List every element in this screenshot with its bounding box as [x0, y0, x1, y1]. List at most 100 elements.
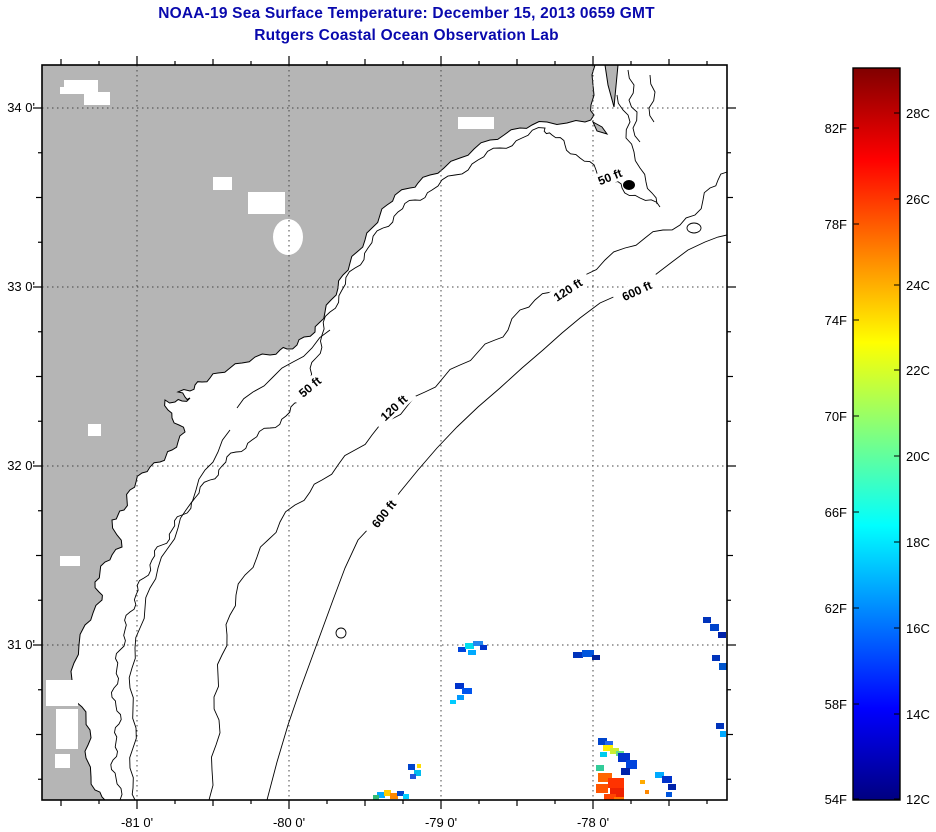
- sst-data-patch: [621, 768, 630, 775]
- sst-data-patch: [608, 778, 624, 788]
- colorbar-label-celsius: 20C: [906, 449, 930, 464]
- colorbar-label-celsius: 16C: [906, 621, 930, 636]
- sst-data-patch: [603, 745, 613, 751]
- sst-data-patch: [610, 748, 619, 754]
- coastal-detail: [236, 329, 331, 409]
- colorbar-label-celsius: 12C: [906, 792, 930, 807]
- colorbar-label-fahrenheit: 54F: [825, 792, 847, 807]
- sst-data-patch: [618, 753, 630, 762]
- frying-pan-shoals: [616, 94, 658, 205]
- sst-data-patch: [582, 650, 594, 657]
- sst-data-patch: [377, 792, 385, 798]
- land-cloud-patch: [84, 92, 110, 105]
- sst-data-patch: [384, 790, 391, 796]
- depth-contour-120ft: [208, 171, 727, 800]
- sst-data-patch: [414, 770, 421, 776]
- sst-data-patch: [468, 650, 476, 655]
- colorbar-label-fahrenheit: 62F: [825, 601, 847, 616]
- sst-data-patch: [610, 788, 624, 797]
- colorbar-label-fahrenheit: 82F: [825, 121, 847, 136]
- sst-data-patch: [668, 784, 676, 790]
- river-mouth-spit: [591, 120, 609, 135]
- x-axis-label: -79 0': [425, 815, 457, 830]
- x-axis-label: -78 0': [577, 815, 609, 830]
- sst-data-patch: [712, 655, 720, 661]
- sst-data-patch: [598, 773, 612, 782]
- land-cloud-patch: [64, 80, 98, 94]
- sst-data-patch: [408, 764, 415, 770]
- sst-data-patch: [598, 738, 607, 745]
- closed-contour-loop: [686, 222, 702, 234]
- land-cloud-patch: [273, 219, 303, 255]
- sst-data-patch: [458, 647, 466, 652]
- land-cloud-patch: [248, 192, 285, 214]
- coastal-detail: [128, 429, 231, 800]
- sst-data-patch: [719, 663, 727, 670]
- sst-data-patch: [455, 683, 464, 689]
- sst-data-patch: [718, 632, 726, 638]
- sst-data-patch: [457, 695, 464, 700]
- sst-data-patch: [716, 723, 724, 729]
- land-cloud-patch: [56, 709, 78, 749]
- sst-data-patch: [703, 617, 711, 623]
- colorbar-label-fahrenheit: 78F: [825, 217, 847, 232]
- colorbar-gradient: [853, 68, 900, 800]
- sst-data-patch: [710, 624, 719, 631]
- land-cloud-patch: [46, 680, 78, 706]
- map-frame: [41, 64, 728, 801]
- sst-data-patch: [720, 731, 726, 737]
- y-axis-label: 32 0': [7, 458, 35, 473]
- shoal-blob: [623, 180, 635, 190]
- sst-data-patch: [465, 643, 474, 649]
- colorbar-label-celsius: 28C: [906, 106, 930, 121]
- colorbar-label-celsius: 24C: [906, 278, 930, 293]
- sst-data-patch: [373, 795, 379, 800]
- closed-contour-circle: [335, 627, 347, 639]
- colorbar-label-fahrenheit: 66F: [825, 505, 847, 520]
- sst-data-patch: [573, 652, 583, 658]
- sst-data-patch: [614, 797, 624, 800]
- land-cloud-patch: [60, 556, 80, 566]
- colorbar-label-celsius: 26C: [906, 192, 930, 207]
- land-cloud-patch: [88, 424, 101, 436]
- depth-contour-600ft: [266, 234, 727, 800]
- sst-data-patch: [655, 772, 664, 778]
- colorbar-label-celsius: 22C: [906, 363, 930, 378]
- colorbar-frame: [852, 67, 901, 801]
- sst-data-patch: [390, 793, 398, 799]
- x-axis-label: -80 0': [273, 815, 305, 830]
- y-axis-label: 33 0': [7, 279, 35, 294]
- sst-data-patch: [662, 776, 672, 783]
- colorbar-label-fahrenheit: 70F: [825, 409, 847, 424]
- sst-data-patch: [605, 741, 613, 747]
- sst-data-patch: [645, 790, 649, 794]
- land-cloud-patch: [55, 754, 70, 768]
- y-axis-label: 31 0': [7, 637, 35, 652]
- y-axis-label: 34 0': [7, 100, 35, 115]
- sst-data-patch: [417, 764, 421, 768]
- sst-data-patch: [480, 645, 487, 650]
- cape-fear-wedge: [604, 65, 619, 108]
- barrier-island: [627, 69, 641, 143]
- sst-data-patch: [640, 780, 645, 784]
- sst-data-patch: [410, 774, 416, 779]
- land-mass: [42, 65, 596, 800]
- sst-data-patch: [592, 655, 600, 660]
- sst-data-patch: [473, 641, 483, 646]
- colorbar-label-celsius: 14C: [906, 707, 930, 722]
- barrier-island: [648, 74, 656, 123]
- colorbar-label-celsius: 18C: [906, 535, 930, 550]
- sst-data-patch: [604, 794, 616, 800]
- x-axis-label: -81 0': [121, 815, 153, 830]
- land-cloud-patch: [458, 117, 494, 129]
- sst-data-patch: [596, 784, 608, 793]
- sst-data-patch: [596, 765, 604, 771]
- sst-data-patch: [462, 688, 472, 694]
- sst-data-patch: [397, 791, 404, 796]
- page-subtitle: Rutgers Coastal Ocean Observation Lab: [254, 27, 559, 44]
- land-cloud-patch: [60, 87, 72, 94]
- land-cloud-patch: [213, 177, 232, 190]
- colorbar-label-fahrenheit: 74F: [825, 313, 847, 328]
- sst-data-patch: [666, 792, 672, 797]
